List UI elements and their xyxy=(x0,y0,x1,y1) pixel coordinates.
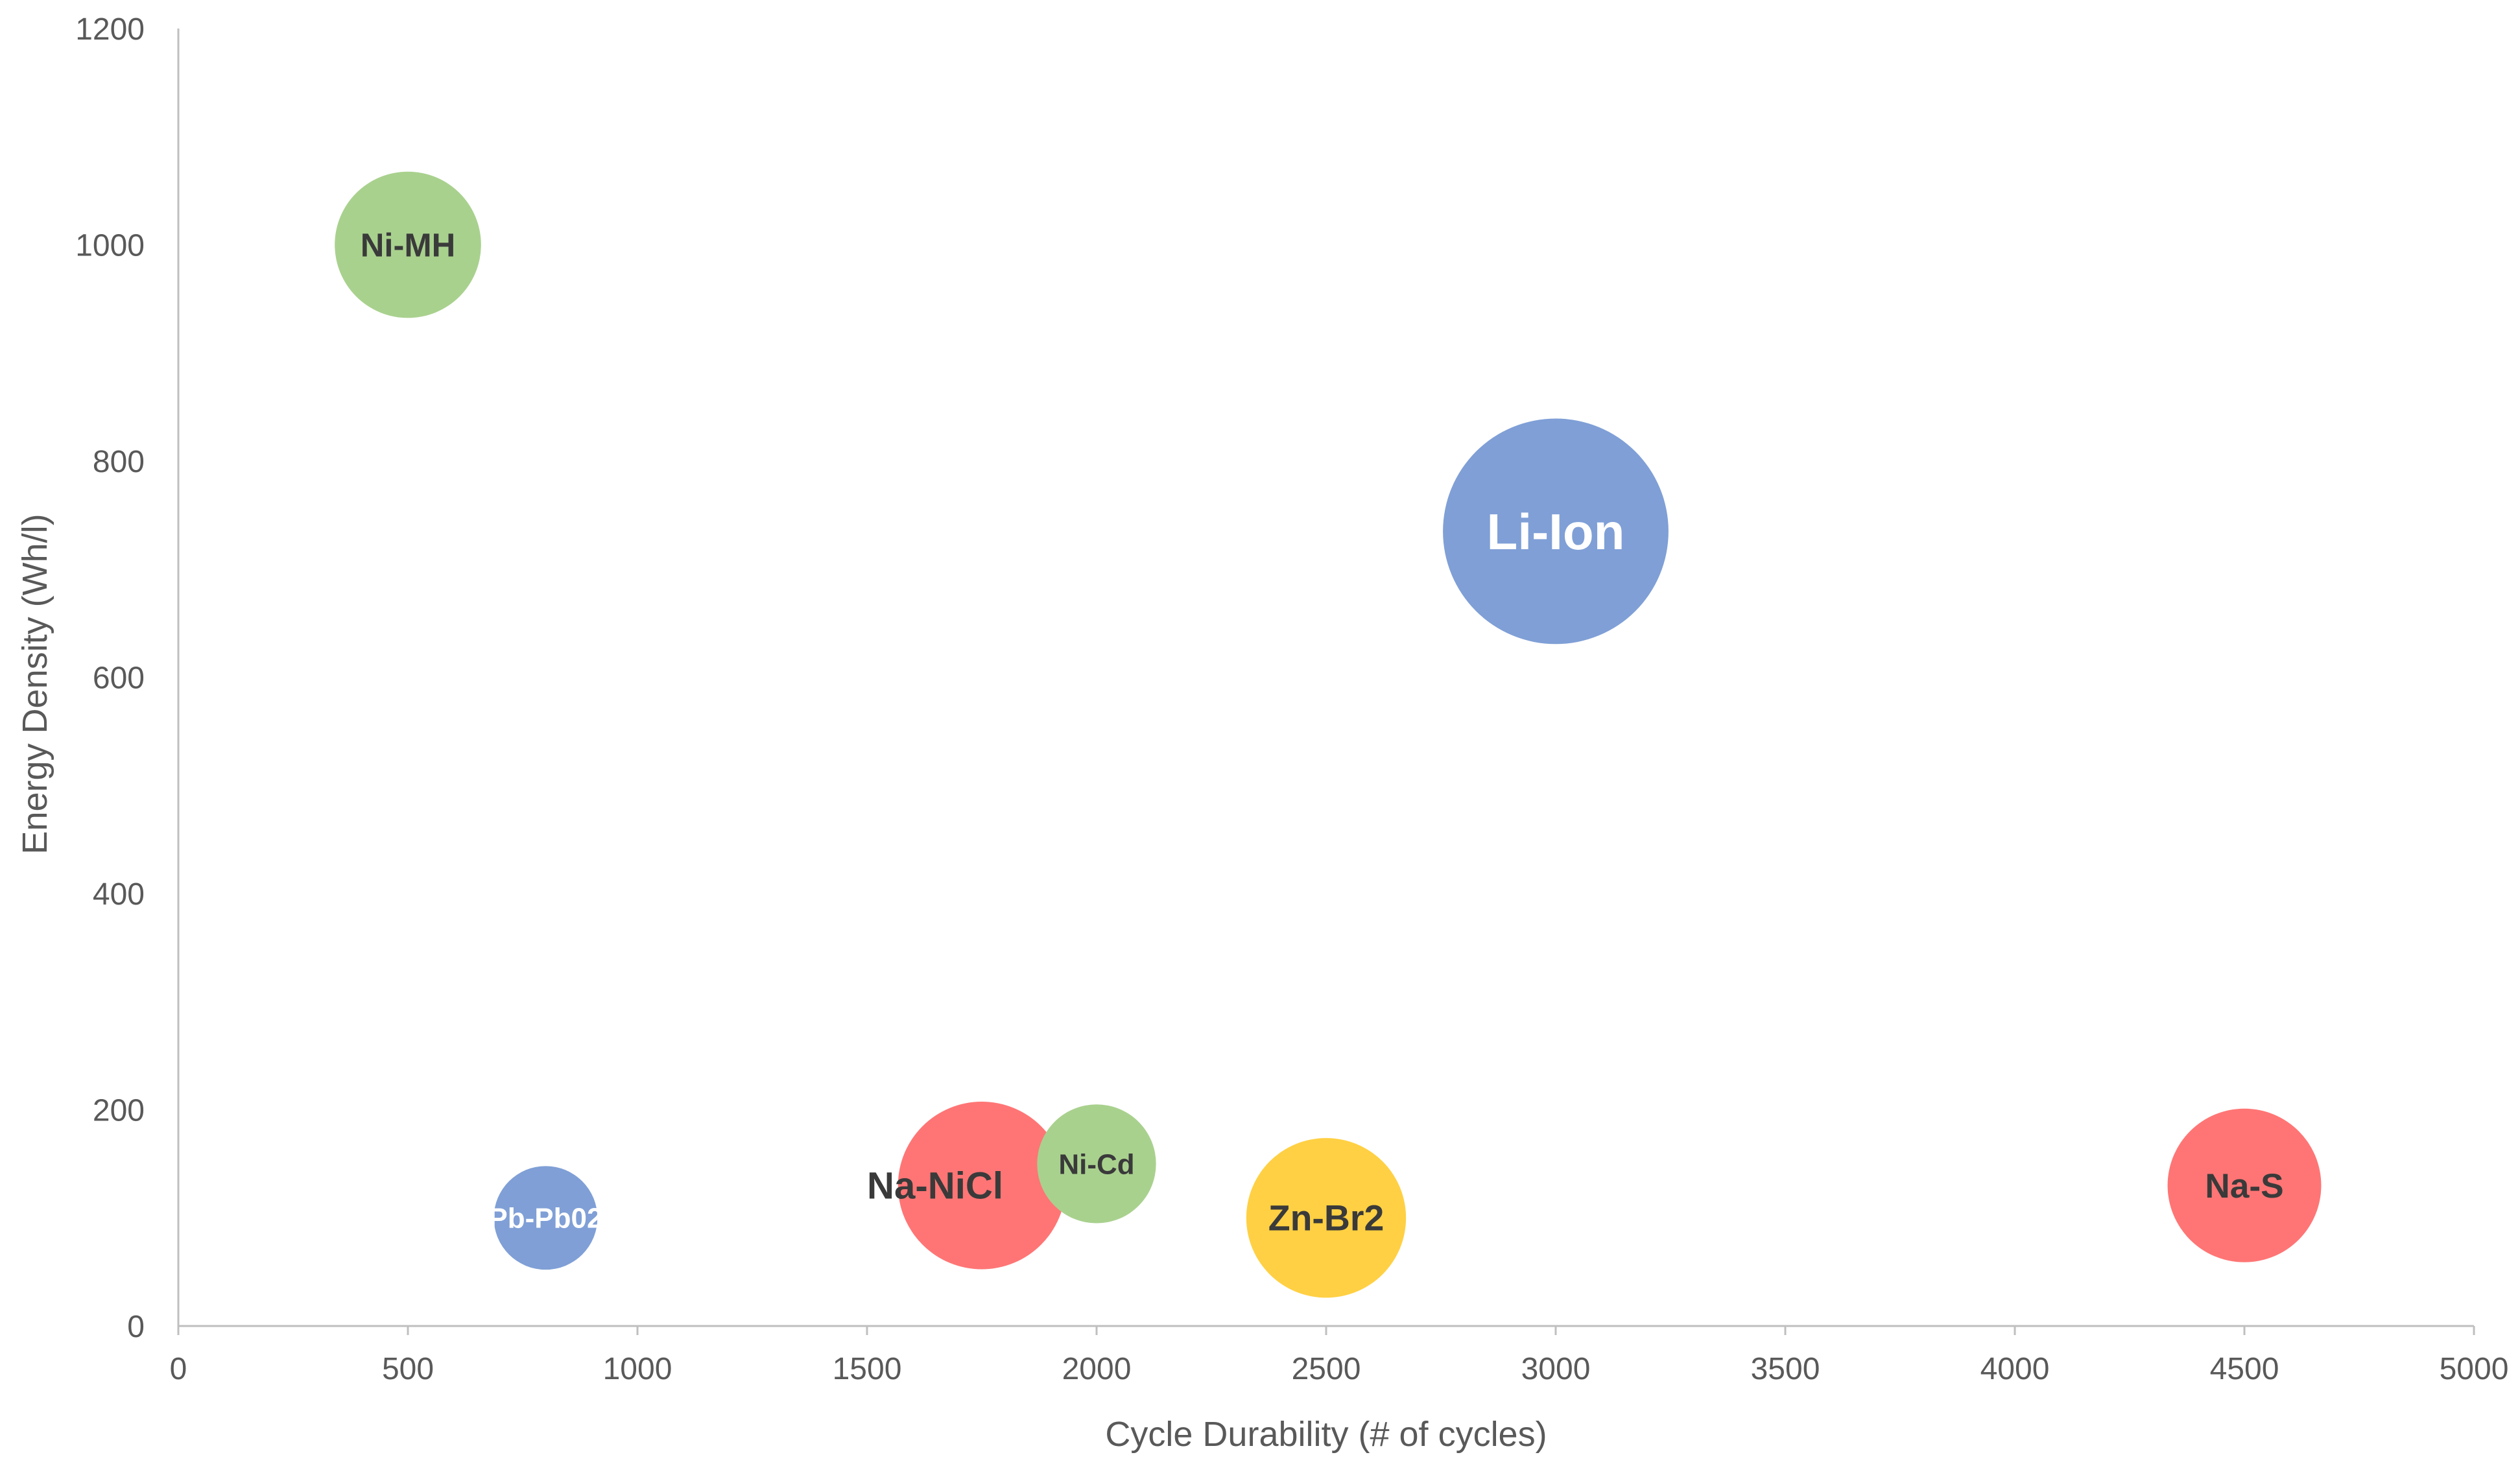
x-tick-label: 1000 xyxy=(603,1352,672,1386)
bubble-zn-br2 xyxy=(1246,1138,1407,1298)
x-tick-label: 3000 xyxy=(1521,1352,1591,1386)
x-tick-label: 0 xyxy=(170,1352,187,1386)
x-tick-label: 5000 xyxy=(2440,1352,2509,1386)
bubble-pb-pb02 xyxy=(493,1166,598,1270)
bubble-label-ni-cd: Ni-Cd xyxy=(1058,1148,1134,1180)
bubble-labels: Ni-MH Li-Ion Pb-Pb02 Na-NiCl Ni-Cd Zn-Br2 Na-S xyxy=(361,226,2284,1238)
bubble-label-li-ion: Li-Ion xyxy=(1487,503,1625,560)
y-tick-label: 1200 xyxy=(75,12,145,47)
axes: 0 200 400 600 800 1000 1200 0 500 1000 1500 2000 250… xyxy=(75,12,2508,1386)
y-axis-title: Energy Density (Wh/l) xyxy=(16,514,54,854)
x-tick-label: 2500 xyxy=(1292,1352,1361,1386)
y-tick-label: 1000 xyxy=(75,229,145,263)
bubble-ni-cd xyxy=(1037,1104,1156,1224)
bubble-label-na-nicl: Na-NiCl xyxy=(867,1165,1003,1207)
bubbles xyxy=(335,171,2322,1298)
bubble-label-ni-mh: Ni-MH xyxy=(361,226,456,263)
bubble-label-pb-pb02: Pb-Pb02 xyxy=(488,1203,602,1235)
bubble-ni-mh xyxy=(335,171,481,318)
x-tick-label: 4000 xyxy=(1980,1352,2050,1386)
bubble-na-s xyxy=(2167,1108,2322,1262)
y-tick-label: 400 xyxy=(93,877,145,912)
x-tick-label: 1500 xyxy=(833,1352,902,1386)
x-tick-label: 3500 xyxy=(1751,1352,1820,1386)
bubble-label-na-s: Na-S xyxy=(2205,1167,2283,1205)
x-tick-label: 500 xyxy=(382,1352,434,1386)
x-tick-label: 4500 xyxy=(2210,1352,2279,1386)
x-tick-label: 2000 xyxy=(1062,1352,1132,1386)
y-tick-label: 600 xyxy=(93,661,145,696)
bubble-li-ion xyxy=(1443,418,1669,645)
y-tick-label: 0 xyxy=(127,1310,145,1344)
x-axis-title: Cycle Durability (# of cycles) xyxy=(1105,1415,1547,1454)
bubble-na-nicl xyxy=(897,1101,1066,1270)
y-tick-label: 800 xyxy=(93,445,145,479)
y-tick-label: 200 xyxy=(93,1094,145,1128)
bubble-label-zn-br2: Zn-Br2 xyxy=(1268,1198,1385,1238)
